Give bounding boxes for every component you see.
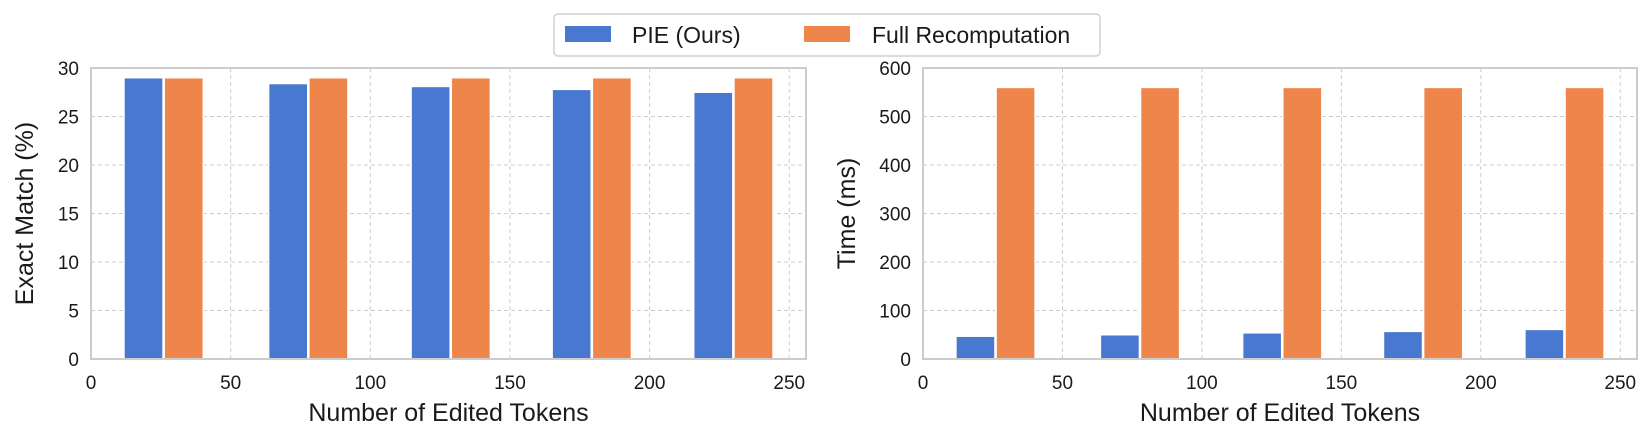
- y-tick-label: 100: [879, 302, 911, 323]
- bar-full-recomputation: [450, 76, 492, 360]
- x-tick-label: 150: [494, 373, 526, 394]
- legend-swatch-pie: [565, 26, 611, 42]
- y-tick-label: 20: [58, 156, 79, 177]
- y-axis-label: Time (ms): [833, 158, 861, 270]
- y-tick-label: 0: [900, 350, 911, 371]
- bar-pie: [1382, 330, 1424, 360]
- y-tick-label: 400: [879, 156, 911, 177]
- y-tick-label: 5: [68, 302, 79, 323]
- bar-pie: [1241, 332, 1283, 360]
- bar-pie: [551, 88, 592, 360]
- legend-label-full-recomputation: Full Recomputation: [872, 22, 1070, 48]
- legend: PIE (Ours) Full Recomputation: [553, 13, 1101, 57]
- bar-full-recomputation: [1422, 86, 1464, 360]
- legend-label-pie: PIE (Ours): [632, 22, 741, 48]
- x-tick-label: 50: [1052, 373, 1073, 394]
- axes-frame: [922, 67, 1638, 360]
- x-tick-label: 200: [634, 373, 666, 394]
- x-tick-label: 250: [773, 373, 805, 394]
- y-tick-label: 0: [68, 350, 79, 371]
- bar-pie: [410, 85, 451, 360]
- x-tick-label: 200: [1465, 373, 1497, 394]
- axes-frame: [90, 67, 807, 360]
- x-tick-label: 50: [220, 373, 241, 394]
- bar-pie: [1099, 334, 1141, 360]
- bar-pie: [692, 91, 734, 360]
- y-tick-label: 200: [879, 253, 911, 274]
- bar-pie: [955, 335, 996, 360]
- y-axis-label: Exact Match (%): [11, 122, 39, 305]
- bar-full-recomputation: [1564, 86, 1605, 360]
- bar-pie: [267, 82, 309, 360]
- bar-full-recomputation: [1282, 86, 1323, 360]
- x-axis-label: Number of Edited Tokens: [308, 399, 588, 427]
- x-tick-label: 250: [1604, 373, 1636, 394]
- x-tick-label: 100: [354, 373, 386, 394]
- y-tick-label: 500: [879, 108, 911, 129]
- y-tick-label: 10: [58, 253, 79, 274]
- bar-full-recomputation: [1139, 86, 1181, 360]
- y-tick-label: 30: [58, 59, 79, 80]
- x-tick-label: 150: [1326, 373, 1358, 394]
- left-panel-exact-match: 0 50 100 150 200 250 0 5 10 15 20 25 30 Number of Edi…: [11, 59, 807, 427]
- x-tick-label: 0: [86, 373, 97, 394]
- y-tick-label: 300: [879, 205, 911, 226]
- bar-pie: [123, 76, 164, 360]
- bar-full-recomputation: [308, 76, 349, 360]
- y-tick-label: 25: [58, 108, 79, 129]
- bar-full-recomputation: [995, 86, 1036, 360]
- bar-pie: [1524, 328, 1565, 360]
- y-tick-label: 600: [879, 59, 911, 80]
- x-tick-label: 0: [918, 373, 929, 394]
- y-tick-label: 15: [58, 205, 79, 226]
- bar-full-recomputation: [163, 76, 205, 360]
- bar-full-recomputation: [733, 76, 774, 360]
- legend-swatch-full-recomputation: [804, 26, 850, 42]
- bar-full-recomputation: [591, 76, 633, 360]
- x-tick-label: 100: [1186, 373, 1218, 394]
- x-axis-label: Number of Edited Tokens: [1140, 399, 1420, 427]
- right-panel-time: 0 50 100 150 200 250 0 100 200 300 400 500 600 Number…: [833, 59, 1638, 427]
